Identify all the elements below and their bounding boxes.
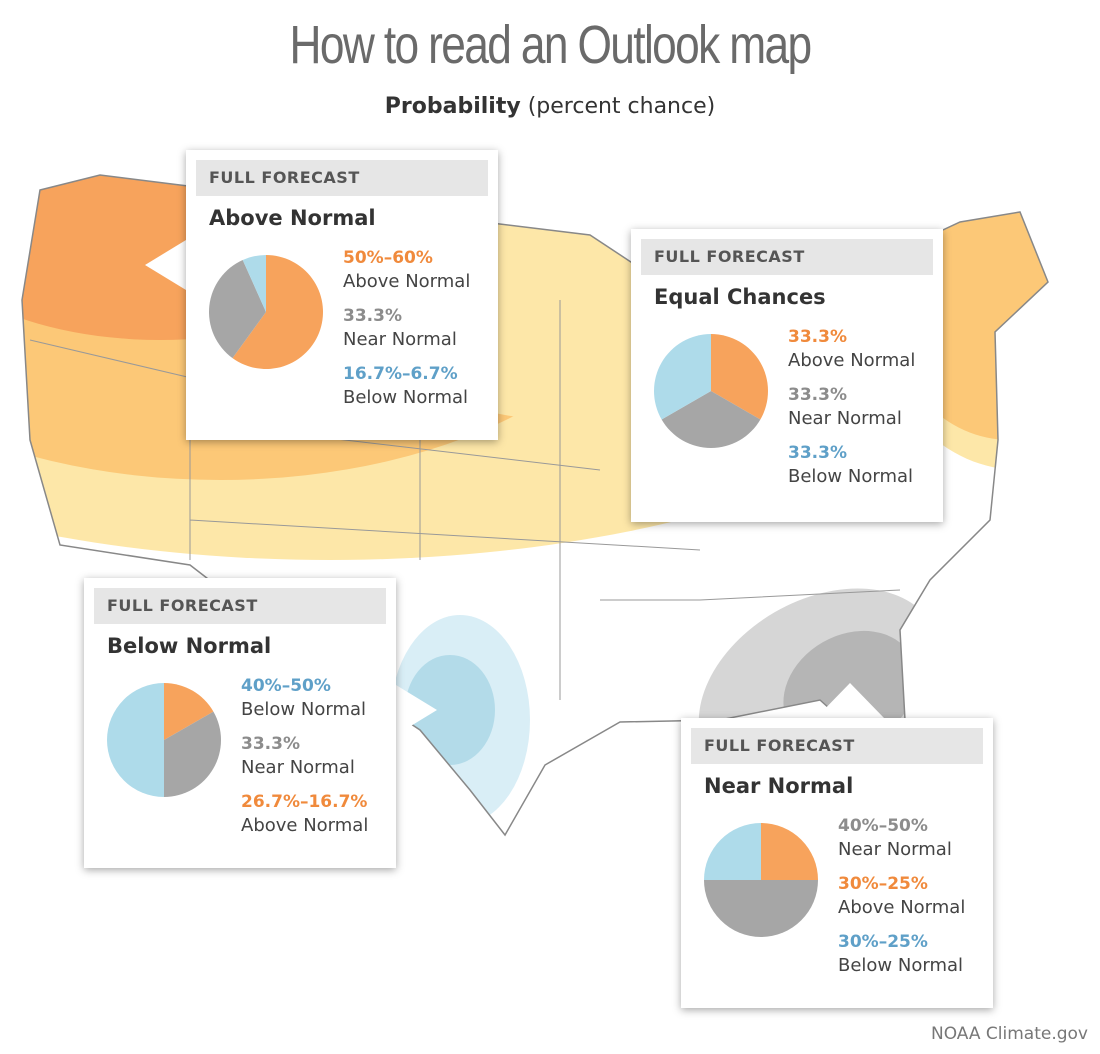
pointer <box>145 240 186 290</box>
pie-slice <box>164 711 221 797</box>
item-label: Near Normal <box>838 839 952 860</box>
state-lines <box>29 300 901 700</box>
item-value: 33.3% <box>241 734 300 754</box>
item-label: Below Normal <box>788 466 914 487</box>
pie-slice <box>704 880 818 937</box>
pie-slice <box>704 823 761 880</box>
pie-slice <box>107 683 164 797</box>
item-value: 16.7%–6.7% <box>343 364 458 384</box>
pie <box>107 683 221 797</box>
box-tag: FULL FORECAST <box>691 728 983 764</box>
pointer <box>396 685 437 735</box>
item-value: 33.3% <box>343 306 402 326</box>
pie-slice <box>242 255 266 312</box>
item-label: Above Normal <box>343 271 471 292</box>
pie-slice <box>164 683 214 740</box>
pie-slice <box>761 823 818 880</box>
item-value: 30%–25% <box>838 874 928 894</box>
box-title: Equal Chances <box>654 285 826 309</box>
item-label: Near Normal <box>241 757 355 778</box>
pie <box>654 334 768 448</box>
item-value: 33.3% <box>788 443 847 463</box>
box-tag: FULL FORECAST <box>196 160 488 196</box>
subtitle: Probability (percent chance) <box>0 94 1100 119</box>
item-label: Near Normal <box>788 408 902 429</box>
item-label: Near Normal <box>343 329 457 350</box>
item-label: Below Normal <box>343 387 469 408</box>
pie-slice <box>661 391 761 448</box>
item-label: Above Normal <box>838 897 966 918</box>
box-tag: FULL FORECAST <box>641 239 933 275</box>
title: How to read an Outlook map <box>289 15 812 75</box>
item-value: 26.7%–16.7% <box>241 792 368 812</box>
pie-slice <box>654 334 711 420</box>
subtitle-bold: Probability <box>384 94 521 119</box>
pie-slice <box>209 259 266 359</box>
item-value: 30%–25% <box>838 932 928 952</box>
item-label: Above Normal <box>788 350 916 371</box>
pointer <box>750 521 820 565</box>
item-value: 33.3% <box>788 327 847 347</box>
pie <box>704 823 818 937</box>
item-label: Below Normal <box>838 955 964 976</box>
pie <box>209 255 323 369</box>
box-title: Above Normal <box>209 206 376 230</box>
callout-box: FULL FORECAST Near Normal 40%–50% Near Norm… <box>681 718 993 1008</box>
item-value: 50%–60% <box>343 248 433 268</box>
item-value: 33.3% <box>788 385 847 405</box>
item-value: 40%–50% <box>838 816 928 836</box>
credit: NOAA Climate.gov <box>930 1024 1088 1044</box>
callout-box: FULL FORECAST Above Normal 50%–60% Above No… <box>186 150 498 440</box>
callout-box: FULL FORECAST Equal Chances 33.3% Above Nor… <box>631 229 943 522</box>
callout-box: FULL FORECAST Below Normal 40%–50% Below No… <box>84 578 396 868</box>
box-title: Below Normal <box>107 634 272 658</box>
item-value: 40%–50% <box>241 676 331 696</box>
subtitle-rest: (percent chance) <box>527 94 716 119</box>
box-title: Near Normal <box>704 774 854 798</box>
box-tag: FULL FORECAST <box>94 588 386 624</box>
pie-slice <box>711 334 768 420</box>
pointer <box>815 683 885 719</box>
item-label: Below Normal <box>241 699 367 720</box>
pie-slice <box>232 255 323 369</box>
item-label: Above Normal <box>241 815 369 836</box>
